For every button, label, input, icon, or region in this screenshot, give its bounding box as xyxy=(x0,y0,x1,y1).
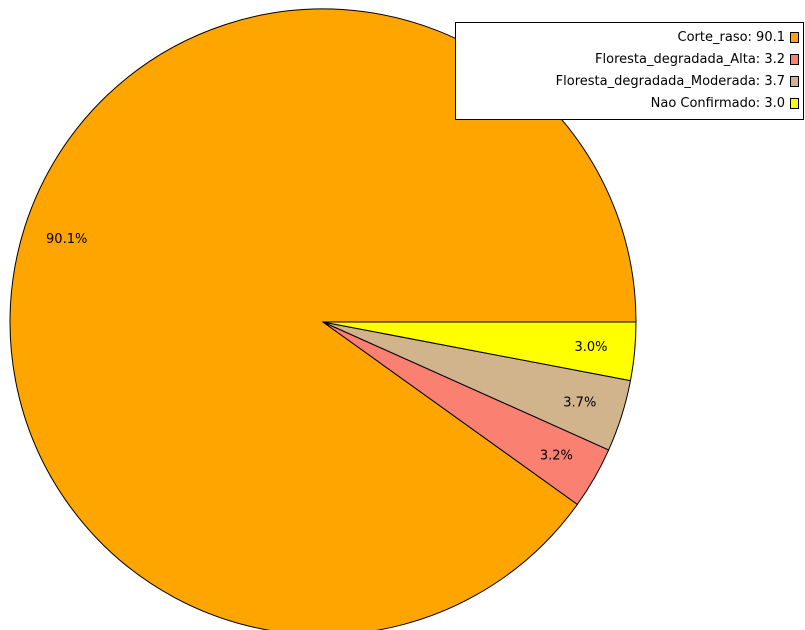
pie-percent-label: 90.1% xyxy=(46,232,87,247)
legend-swatch xyxy=(790,53,799,65)
legend-swatch xyxy=(790,75,799,87)
pie-percent-labels: 90.1% 3.2% 3.7% 3.0% xyxy=(46,232,607,464)
legend-item-floresta-degradada-alta: Floresta_degradada_Alta: 3.2 xyxy=(595,49,799,69)
pie-percent-label: 3.0% xyxy=(574,340,607,355)
legend-swatch xyxy=(790,31,799,43)
legend-label: Floresta_degradada_Moderada: 3.7 xyxy=(555,73,785,89)
legend-item-corte-raso: Corte_raso: 90.1 xyxy=(678,27,799,47)
legend-swatch xyxy=(790,97,799,109)
legend: Corte_raso: 90.1 Floresta_degradada_Alta… xyxy=(455,22,804,120)
legend-label: Nao Confirmado: 3.0 xyxy=(650,95,785,111)
pie-percent-label: 3.7% xyxy=(563,395,596,410)
pie-slices xyxy=(9,8,637,630)
legend-item-floresta-degradada-moderada: Floresta_degradada_Moderada: 3.7 xyxy=(556,71,799,91)
legend-label: Floresta_degradada_Alta: 3.2 xyxy=(595,51,785,67)
legend-item-nao-confirmado: Nao Confirmado: 3.0 xyxy=(651,93,799,113)
pie-slice-nao-confirmado xyxy=(322,321,637,382)
pie-percent-label: 3.2% xyxy=(540,449,573,464)
legend-label: Corte_raso: 90.1 xyxy=(677,29,785,45)
